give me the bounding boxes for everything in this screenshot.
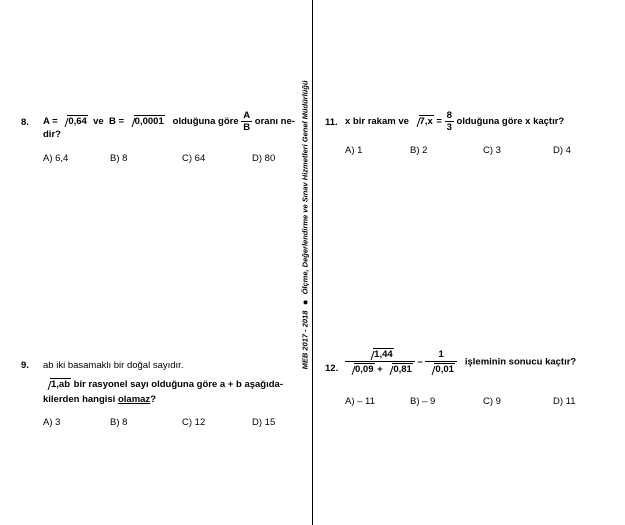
option-c[interactable]: C) 12 xyxy=(182,417,206,428)
option-a[interactable]: A) 1 xyxy=(345,145,363,156)
sqrt-icon: 0,81 xyxy=(385,363,413,375)
sqrt-icon: 0,01 xyxy=(427,363,455,375)
page-divider xyxy=(312,0,313,525)
question-stem-cont: kilerden hangisi olamaz? xyxy=(43,394,156,405)
option-b[interactable]: B) 2 xyxy=(410,145,428,156)
question-number: 9. xyxy=(21,360,29,371)
option-a[interactable]: A) 3 xyxy=(43,417,61,428)
sqrt-icon: 0,0001 xyxy=(127,115,165,128)
bullet-icon xyxy=(303,300,308,305)
option-b[interactable]: B) 8 xyxy=(110,417,128,428)
question-number: 11. xyxy=(325,117,338,128)
option-c[interactable]: C) 9 xyxy=(483,396,501,407)
question-stem-cont: 1,ab bir rasyonel sayı olduğuna göre a +… xyxy=(43,378,283,390)
question-stem: 1,44 0,09 + 0,81 – 1 0,01 işleminin sonu… xyxy=(345,348,576,375)
option-c[interactable]: C) 64 xyxy=(182,153,206,164)
fraction: 1,44 0,09 + 0,81 xyxy=(345,348,415,375)
banner-year: MEB 2017 - 2018 xyxy=(300,310,310,370)
option-d[interactable]: D) 4 xyxy=(553,145,571,156)
sqrt-icon: 1,ab xyxy=(43,378,72,390)
question-number: 8. xyxy=(21,117,29,128)
option-d[interactable]: D) 15 xyxy=(252,417,276,428)
option-b[interactable]: B) – 9 xyxy=(410,396,436,407)
option-c[interactable]: C) 3 xyxy=(483,145,501,156)
option-a[interactable]: A) 6,4 xyxy=(43,153,69,164)
option-d[interactable]: D) 80 xyxy=(252,153,276,164)
option-a[interactable]: A) – 11 xyxy=(345,396,375,407)
fraction: 1 0,01 xyxy=(425,349,457,375)
option-b[interactable]: B) 8 xyxy=(110,153,128,164)
sqrt-icon: 1,44 xyxy=(366,348,394,360)
question-stem-cont: dir? xyxy=(43,129,61,140)
sqrt-icon: 7,x xyxy=(412,115,434,128)
option-d[interactable]: D) 11 xyxy=(553,396,576,407)
banner-org: Ölçme, Değerlendirme ve Sınav Hizmetleri… xyxy=(300,80,310,295)
question-number: 12. xyxy=(325,363,339,374)
sqrt-icon: 0,64 xyxy=(60,115,88,128)
sqrt-icon: 0,09 xyxy=(347,363,375,375)
question-stem: ab iki basamaklı bir doğal sayıdır. xyxy=(43,360,184,371)
